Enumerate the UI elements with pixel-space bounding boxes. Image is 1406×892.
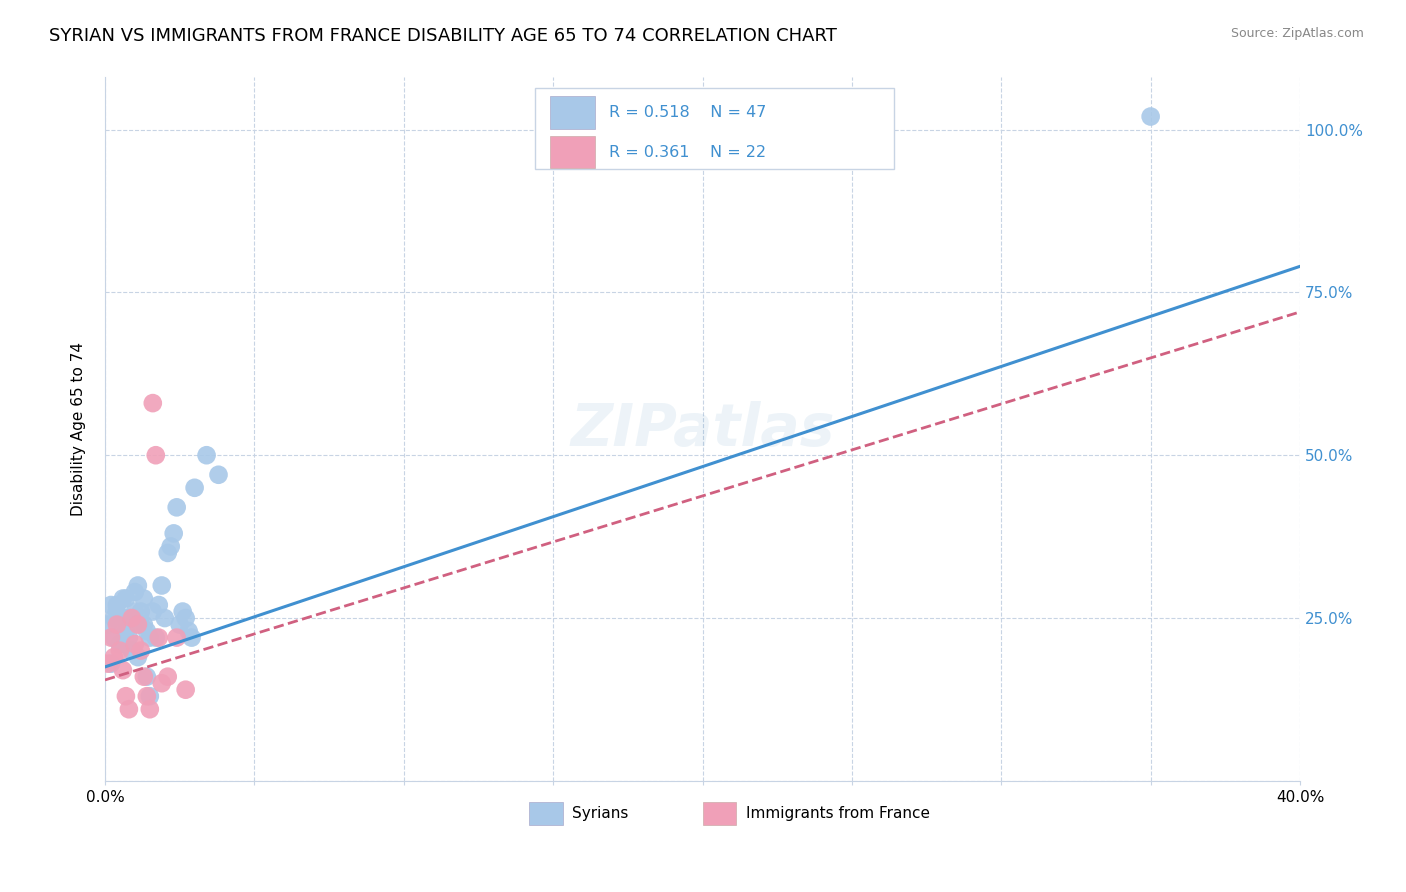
Point (150, 676, 173, 690)
Point (169, 617, 191, 632)
Point (103, 611, 125, 625)
Point (127, 617, 149, 632)
Point (111, 663, 134, 677)
Bar (703, 802, 735, 824)
Text: R = 0.361    N = 22: R = 0.361 N = 22 (609, 145, 766, 160)
Point (129, 617, 152, 632)
Point (97, 657, 120, 671)
Point (166, 631, 188, 645)
Point (115, 690, 138, 704)
Point (159, 540, 181, 554)
Point (156, 670, 179, 684)
Y-axis label: Disability Age 65 to 74: Disability Age 65 to 74 (72, 343, 86, 516)
Point (153, 611, 176, 625)
Point (100, 631, 122, 645)
Point (111, 617, 134, 632)
Point (111, 591, 134, 606)
Text: Immigrants from France: Immigrants from France (745, 805, 929, 821)
Point (166, 500, 188, 515)
Point (148, 598, 170, 612)
Point (135, 624, 157, 638)
Point (127, 578, 149, 592)
Point (121, 643, 143, 657)
Point (174, 611, 197, 625)
Point (135, 690, 157, 704)
Point (142, 605, 165, 619)
Point (129, 605, 152, 619)
Point (118, 611, 141, 625)
Text: ZIPatlas: ZIPatlas (571, 401, 835, 458)
Point (115, 591, 138, 606)
Point (124, 637, 146, 651)
Point (108, 637, 131, 651)
Point (150, 578, 173, 592)
Point (132, 617, 155, 632)
Point (103, 631, 125, 645)
Text: Syrians: Syrians (572, 805, 628, 821)
Point (207, 467, 229, 482)
Point (103, 650, 125, 665)
Point (195, 448, 218, 462)
FancyBboxPatch shape (536, 88, 894, 169)
Point (139, 631, 162, 645)
Point (97, 617, 120, 632)
Point (139, 690, 162, 704)
Point (124, 585, 146, 599)
Point (172, 605, 194, 619)
Text: SYRIAN VS IMMIGRANTS FROM FRANCE DISABILITY AGE 65 TO 74 CORRELATION CHART: SYRIAN VS IMMIGRANTS FROM FRANCE DISABIL… (49, 27, 837, 45)
Text: Source: ZipAtlas.com: Source: ZipAtlas.com (1230, 27, 1364, 40)
Point (132, 591, 155, 606)
Point (105, 598, 128, 612)
Point (121, 643, 143, 657)
Point (129, 643, 152, 657)
Point (100, 657, 122, 671)
Point (132, 670, 155, 684)
Bar (529, 802, 562, 824)
Point (135, 670, 157, 684)
Text: R = 0.518    N = 47: R = 0.518 N = 47 (609, 105, 766, 120)
Point (145, 448, 167, 462)
Point (156, 546, 179, 560)
Point (174, 682, 197, 697)
Point (127, 650, 149, 665)
Point (145, 631, 167, 645)
Point (121, 611, 143, 625)
Bar (550, 136, 595, 169)
Point (163, 526, 186, 541)
Bar (550, 96, 595, 128)
Point (118, 702, 141, 716)
Point (139, 702, 162, 716)
Point (148, 631, 170, 645)
Point (108, 643, 131, 657)
Point (124, 605, 146, 619)
Point (108, 637, 131, 651)
Point (183, 481, 205, 495)
Point (115, 624, 138, 638)
Point (177, 624, 200, 638)
Point (105, 617, 128, 632)
Point (100, 598, 122, 612)
Point (180, 631, 202, 645)
Point (1139, 110, 1161, 124)
Point (118, 631, 141, 645)
Point (105, 605, 128, 619)
Point (142, 396, 165, 410)
